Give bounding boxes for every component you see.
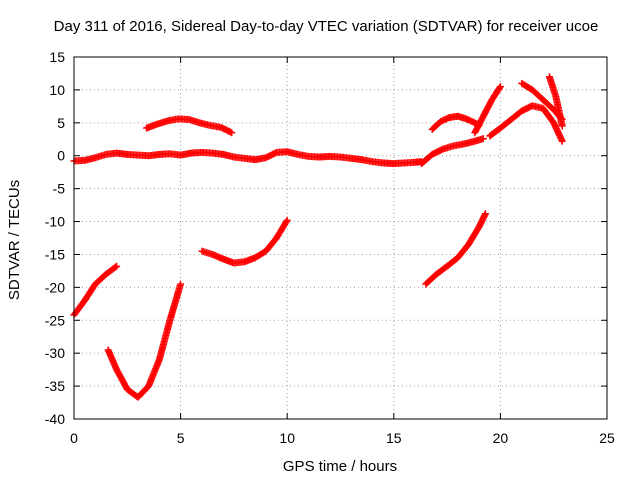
grid — [74, 57, 607, 419]
series-arc-main-2 — [486, 102, 566, 145]
series-arc-upper-3 — [471, 83, 504, 137]
x-axis-label: GPS time / hours — [283, 458, 397, 475]
x-tick-label: 15 — [386, 430, 402, 446]
data-point — [113, 262, 121, 270]
series-arc-upper-5 — [545, 73, 566, 130]
plot-border — [73, 56, 608, 420]
x-tick-label: 5 — [177, 430, 185, 446]
y-tick-label: -15 — [45, 246, 65, 262]
series-arc-neg-2 — [104, 280, 185, 401]
y-axis-label: SDTVAR / TECUs — [6, 180, 23, 300]
series-arc-upper-4 — [518, 79, 566, 124]
y-tick-label: 10 — [49, 82, 65, 98]
x-tick-label: 20 — [493, 430, 509, 446]
y-tick-label: -35 — [45, 378, 65, 394]
data-point — [283, 216, 291, 224]
data-point — [481, 210, 489, 218]
y-tick-label: 5 — [57, 115, 65, 131]
series-arc-upper-1 — [142, 115, 236, 137]
y-tick-label: -30 — [45, 345, 65, 361]
y-tick-label: 0 — [57, 148, 65, 164]
y-tick-label: 15 — [49, 49, 65, 65]
series-arc-main-0 — [70, 148, 426, 168]
y-tick-label: -40 — [45, 411, 65, 427]
series-arc-main-1 — [418, 135, 487, 168]
data-point — [228, 129, 236, 137]
y-tick-label: -10 — [45, 214, 65, 230]
data-point — [479, 135, 487, 143]
y-tick-label: -5 — [53, 181, 66, 197]
series-arc-neg-3 — [198, 216, 291, 267]
y-tick-label: -25 — [45, 312, 65, 328]
y-tick-label: -20 — [45, 279, 65, 295]
x-tick-label: 0 — [70, 430, 78, 446]
data-point — [111, 263, 119, 271]
axis-ticks: 0 5 10 15 20 25 -40 -35 -30 -25 -20 -15 -10 -5 0 5 10 15 — [45, 49, 615, 446]
data-point — [496, 83, 504, 91]
data-point — [282, 218, 290, 226]
chart-title: Day 311 of 2016, Sidereal Day-to-day VTE… — [54, 18, 599, 35]
data-point — [496, 84, 504, 92]
data-point — [558, 122, 566, 130]
series-arc-neg-4 — [422, 210, 489, 288]
series-arc-neg-1 — [70, 262, 121, 319]
x-tick-label: 10 — [279, 430, 295, 446]
x-tick-label: 25 — [599, 430, 615, 446]
data-point — [558, 137, 566, 145]
data-point — [177, 280, 185, 288]
data-points — [70, 73, 566, 401]
